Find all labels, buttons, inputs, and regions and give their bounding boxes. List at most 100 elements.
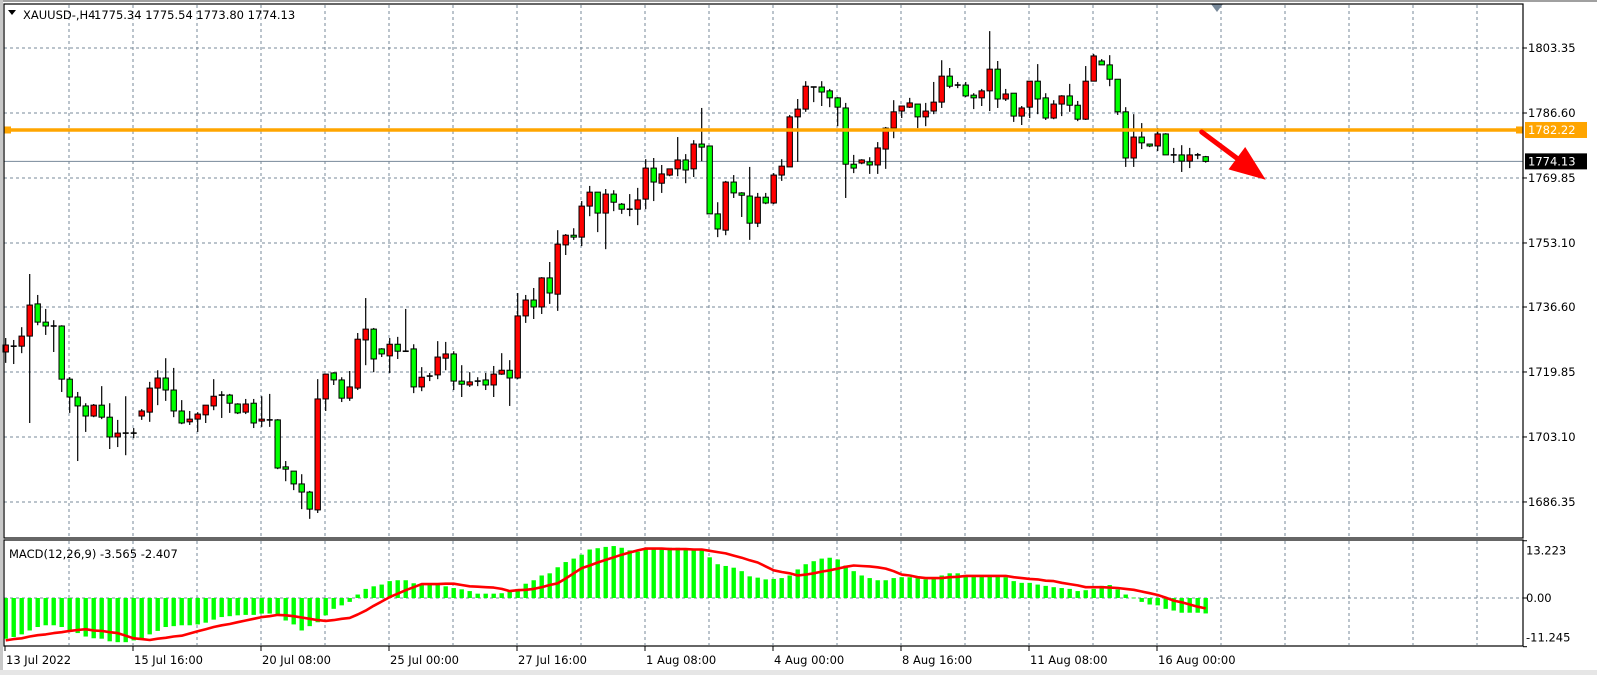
candle (602, 189, 609, 250)
candle (570, 228, 577, 240)
bear-candle-body (762, 196, 769, 204)
candle (890, 100, 897, 139)
macd-histogram-bar (1019, 582, 1024, 598)
bear-candle-body (618, 203, 625, 210)
candle (170, 367, 177, 418)
macd-histogram-bar (1155, 598, 1160, 606)
bull-candle-body (658, 173, 665, 184)
macd-histogram-bar (1059, 588, 1064, 598)
arrow-head-icon[interactable] (1228, 147, 1266, 180)
candle (610, 190, 617, 212)
candle (226, 393, 233, 413)
macd-histogram-bar (843, 565, 848, 598)
arrow-shaft[interactable] (1199, 129, 1245, 165)
macd-histogram-bar (867, 578, 872, 598)
macd-histogram-bar (755, 577, 760, 598)
candle (874, 142, 881, 174)
level-label-background (1525, 121, 1587, 138)
macd-histogram-bar (691, 549, 696, 598)
bear-candle-body (226, 394, 233, 404)
macd-histogram-bar (1147, 598, 1152, 605)
macd-histogram-bar (219, 598, 224, 618)
macd-histogram-bar (1067, 588, 1072, 598)
macd-histogram-bar (1043, 585, 1048, 598)
candle (970, 93, 977, 110)
macd-histogram-bar (83, 598, 88, 637)
price-tick-label: 1753.10 (1528, 236, 1576, 250)
candle (626, 194, 633, 217)
candle (594, 191, 601, 233)
bull-candle-body (434, 356, 441, 376)
macd-histogram-bar (363, 588, 368, 598)
macd-histogram-bar (979, 575, 984, 598)
bear-candle-body (610, 193, 617, 203)
macd-histogram-bar (891, 578, 896, 598)
bull-candle-body (386, 343, 393, 357)
macd-histogram-bar (251, 598, 256, 615)
candle (554, 230, 561, 311)
price-axis[interactable]: 1803.35 1786.60 1769.85 1753.10 1736.60 1719.… (1523, 41, 1576, 509)
bull-candle-body (786, 116, 793, 168)
bear-candle-body (1074, 104, 1081, 120)
macd-histogram-bar (195, 598, 200, 625)
macd-histogram-bar (443, 586, 448, 598)
macd-histogram-bar (163, 598, 168, 628)
bear-candle-body (450, 353, 457, 382)
bear-candle-body (1162, 133, 1169, 156)
macd-histogram-bar (171, 598, 176, 627)
candle (330, 372, 337, 385)
macd-histogram-bar (147, 598, 152, 635)
candle (698, 107, 705, 162)
macd-histogram-bar (947, 573, 952, 598)
candle (1130, 114, 1137, 167)
macd-histogram-bar (1083, 590, 1088, 598)
candle (1178, 145, 1185, 172)
time-tick-label: 15 Jul 16:00 (134, 653, 203, 667)
down-arrow-annotation[interactable] (1199, 129, 1266, 180)
bull-candle-body (202, 404, 209, 416)
macd-axis: 13.223 0.00 -11.245 (1523, 540, 1570, 648)
candle (898, 105, 905, 119)
bull-candle-body (858, 159, 865, 164)
candle (650, 157, 657, 202)
candle (218, 391, 225, 418)
macd-histogram-bar (1163, 598, 1168, 609)
macd-histogram-bar (1003, 577, 1008, 598)
bear-candle-body (546, 277, 553, 294)
macd-histogram-bar (1203, 598, 1208, 614)
macd-histogram-bar (1051, 587, 1056, 598)
candle (210, 379, 217, 411)
candle (362, 298, 369, 366)
macd-histogram-bar (139, 598, 144, 639)
bull-candle-body (258, 418, 265, 422)
bull-candle-body (442, 353, 449, 359)
candle (450, 351, 457, 391)
macd-histogram-bar (51, 598, 56, 626)
bull-candle-body (778, 165, 785, 176)
bull-candle-body (666, 168, 673, 176)
candle (722, 180, 729, 236)
macd-histogram-bar (667, 547, 672, 598)
bear-candle-body (1122, 111, 1129, 159)
bull-candle-body (362, 328, 369, 341)
candle (962, 81, 969, 98)
macd-histogram-bar (427, 585, 432, 598)
time-axis[interactable]: 13 Jul 2022 15 Jul 16:00 20 Jul 08:00 25 Ju… (4, 646, 1236, 667)
macd-histogram-bar (1099, 585, 1104, 598)
candle (810, 86, 817, 103)
triangle-down-icon[interactable] (8, 10, 16, 15)
macd-histogram-bar (851, 571, 856, 598)
candle (1042, 93, 1049, 120)
bear-candle-body (706, 145, 713, 215)
macd-signal-line (5, 547, 1206, 642)
level-line-handle-right[interactable] (1516, 126, 1523, 134)
candle (1146, 143, 1153, 148)
level-line-handle-left[interactable] (4, 126, 11, 134)
price-tick-label: 1769.85 (1528, 171, 1576, 185)
bear-candle-body (1178, 154, 1185, 162)
chart-shift-marker-icon[interactable] (1211, 4, 1223, 12)
horizontal-level-line[interactable] (4, 126, 1523, 134)
macd-histogram-bar (155, 598, 160, 631)
candle (1154, 128, 1161, 152)
